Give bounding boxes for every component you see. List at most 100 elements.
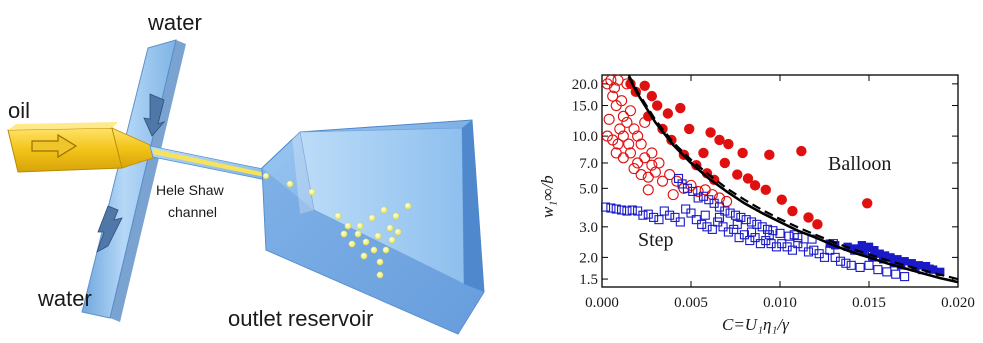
y-tick-label: 3.0 bbox=[579, 220, 598, 236]
balloon-open-point bbox=[621, 116, 633, 128]
water-bottom-label: water bbox=[37, 286, 92, 311]
step-point bbox=[889, 259, 899, 268]
step-open-point bbox=[601, 202, 611, 212]
step-point bbox=[859, 247, 868, 257]
step-open-point bbox=[784, 231, 794, 241]
step-open-point bbox=[891, 269, 901, 279]
step-open-point bbox=[693, 193, 703, 203]
step-open-point bbox=[793, 239, 803, 249]
oil-label: oil bbox=[8, 98, 30, 123]
step-open-point bbox=[617, 205, 627, 215]
balloon-open-point bbox=[671, 175, 683, 187]
outlet-reservoir bbox=[261, 119, 485, 335]
y-tick-label: 7.0 bbox=[579, 156, 598, 172]
x-tick-label: 0.010 bbox=[763, 295, 797, 311]
step-open-point bbox=[757, 222, 767, 232]
balloon-point bbox=[662, 108, 674, 119]
channel-label-line1: Hele Shaw bbox=[156, 182, 225, 198]
balloon-open-point bbox=[639, 116, 651, 128]
x-tick-label: 0.005 bbox=[674, 295, 708, 311]
chart-marks bbox=[601, 74, 959, 284]
balloon-open-point bbox=[632, 157, 644, 169]
y-axis-label: w₁∞/b bbox=[538, 175, 557, 218]
balloon-open-point bbox=[699, 184, 711, 196]
step-open-point bbox=[864, 260, 874, 270]
step-point bbox=[936, 267, 945, 277]
step-open-point bbox=[882, 267, 892, 277]
balloon-point bbox=[764, 149, 775, 161]
step-open-point bbox=[771, 242, 781, 252]
step-open-point bbox=[803, 247, 814, 257]
step-open-point bbox=[755, 239, 765, 249]
step-open-point bbox=[764, 230, 774, 240]
step-open-point bbox=[638, 210, 648, 220]
y-tick-label: 2.0 bbox=[579, 250, 598, 266]
x-axis-label: C=U₁η₁/γ bbox=[722, 315, 790, 334]
annotation-step: Step bbox=[638, 229, 674, 251]
step-open-point bbox=[873, 265, 883, 275]
balloon-point bbox=[862, 198, 873, 209]
step-open-point bbox=[777, 239, 787, 249]
step-point bbox=[850, 244, 859, 253]
balloon-point bbox=[684, 123, 695, 135]
balloon-open-point bbox=[656, 175, 669, 187]
step-open-point bbox=[688, 186, 698, 196]
step-open-point bbox=[700, 210, 710, 220]
balloon-open-point bbox=[607, 90, 619, 102]
step-open-point bbox=[611, 204, 621, 214]
balloon-point bbox=[737, 147, 748, 159]
step-open-point bbox=[691, 215, 701, 225]
balloon-open-point bbox=[603, 113, 615, 125]
step-open-point bbox=[725, 208, 735, 218]
fit-curve-solid bbox=[627, 76, 959, 284]
droplets bbox=[262, 172, 412, 279]
oil-flow-arrow-icon bbox=[31, 133, 78, 159]
balloon-open-point bbox=[635, 138, 647, 150]
step-open-point bbox=[720, 206, 730, 216]
step-point bbox=[925, 264, 934, 273]
balloon-open-point bbox=[612, 138, 624, 150]
balloon-point bbox=[698, 147, 709, 159]
step-open-point bbox=[732, 219, 742, 229]
step-open-point bbox=[855, 262, 865, 272]
balloon-point bbox=[646, 90, 658, 102]
step-open-point bbox=[762, 224, 773, 234]
y-tick-label: 1.5 bbox=[579, 272, 598, 288]
step-open-point bbox=[734, 233, 744, 243]
balloon-point bbox=[812, 219, 823, 230]
balloon-point bbox=[723, 138, 734, 150]
water-top-arrow-icon bbox=[143, 93, 166, 137]
step-open-point bbox=[900, 272, 910, 282]
step-open-point bbox=[746, 227, 757, 237]
fit-curve-dashed bbox=[627, 74, 959, 281]
balloon-point bbox=[749, 180, 761, 191]
balloon-open-point bbox=[692, 185, 704, 197]
balloon-open-point bbox=[623, 138, 635, 150]
step-point bbox=[864, 242, 874, 252]
balloon-point bbox=[719, 157, 731, 169]
balloon-point bbox=[787, 205, 798, 217]
step-open-point bbox=[841, 258, 851, 268]
balloon-open-point bbox=[624, 105, 637, 117]
balloon-point bbox=[639, 80, 650, 91]
step-open-point bbox=[702, 222, 712, 232]
step-open-point bbox=[713, 217, 723, 227]
balloon-open-point bbox=[642, 184, 654, 196]
step-open-point bbox=[766, 239, 776, 249]
balloon-open-point bbox=[642, 171, 654, 183]
balloon-open-point bbox=[628, 123, 640, 135]
width-vs-capillary-chart: 0.000 0.005 0.010 0.015 0.020 1.5 2.0 3.0 5.0 7.0… bbox=[538, 74, 975, 334]
step-open-point bbox=[752, 219, 762, 229]
balloon-point bbox=[705, 127, 716, 138]
x-tick-label: 0.000 bbox=[585, 295, 619, 311]
balloon-open-point bbox=[667, 189, 679, 201]
balloon-open-point bbox=[610, 147, 622, 159]
balloon-open-point bbox=[617, 110, 629, 122]
balloon-open-point bbox=[605, 74, 617, 86]
channel-label-line2: channel bbox=[168, 204, 217, 220]
reservoir-label: outlet reservoir bbox=[228, 306, 374, 331]
step-open-point bbox=[643, 209, 653, 219]
step-open-point bbox=[622, 206, 632, 216]
x-tick-label: 0.015 bbox=[852, 295, 886, 311]
